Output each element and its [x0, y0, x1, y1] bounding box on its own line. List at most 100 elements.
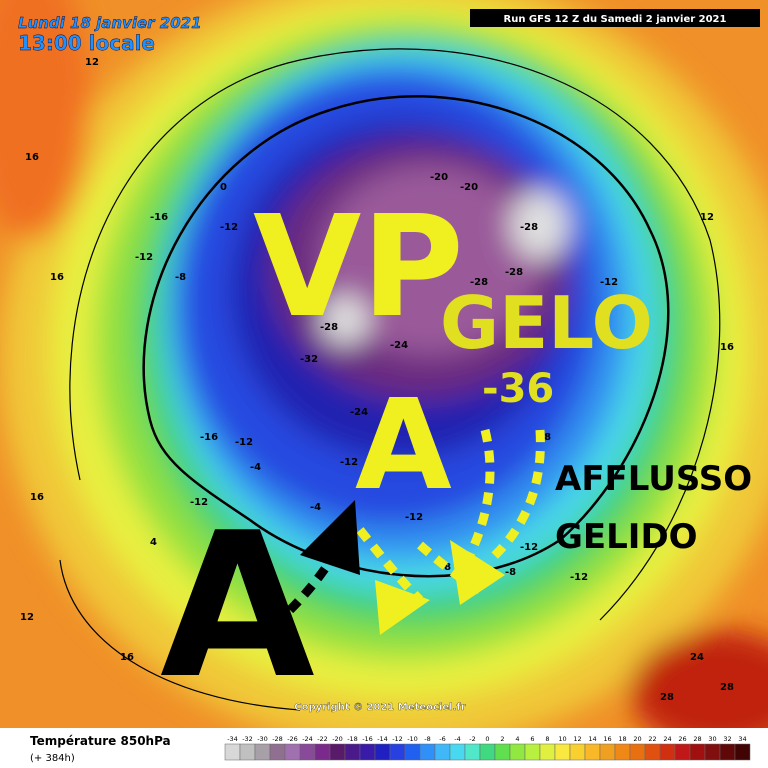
legend-swatch	[299, 743, 316, 761]
legend-tick-label: 10	[558, 735, 566, 743]
high-left-label: A	[160, 490, 315, 723]
legend-title: Température 850hPa	[30, 734, 171, 748]
legend-swatch	[419, 743, 436, 761]
contour-label: 16	[30, 492, 44, 503]
legend-swatch	[374, 743, 391, 761]
legend-swatch	[404, 743, 421, 761]
legend-tick-label: -24	[302, 735, 313, 743]
legend-tick-label: -28	[272, 735, 283, 743]
legend-swatch	[449, 743, 466, 761]
legend-swatch	[719, 743, 736, 761]
contour-label: -12	[570, 572, 588, 583]
legend-swatch	[359, 743, 376, 761]
legend-tick-label: 14	[588, 735, 596, 743]
contour-label: -24	[390, 340, 408, 351]
legend-swatch	[224, 743, 241, 761]
legend-swatch	[554, 743, 571, 761]
legend-tick-label: -18	[347, 735, 358, 743]
legend-tick-label: -4	[454, 735, 460, 743]
contour-label: -28	[470, 277, 488, 288]
temperature-field	[0, 0, 768, 750]
legend-tick-label: 2	[500, 735, 504, 743]
legend-tick-label: 18	[618, 735, 626, 743]
legend-swatch	[539, 743, 556, 761]
contour-label: -28	[320, 322, 338, 333]
contour-label: -16	[150, 212, 168, 223]
legend-swatch	[494, 743, 511, 761]
legend-swatch	[254, 743, 271, 761]
legend-swatch	[389, 743, 406, 761]
legend-swatch	[479, 743, 496, 761]
contour-label: -16	[200, 432, 218, 443]
legend-swatch	[239, 743, 256, 761]
legend-swatch	[344, 743, 361, 761]
frost-label: GELO	[440, 281, 653, 365]
legend-swatch	[599, 743, 616, 761]
legend-tick-label: -6	[439, 735, 445, 743]
legend-tick-label: -32	[242, 735, 253, 743]
contour-label: 24	[690, 652, 704, 663]
contour-label: 16	[50, 272, 64, 283]
legend-swatch	[674, 743, 691, 761]
contour-label: -12	[190, 497, 208, 508]
legend-tick-label: -8	[424, 735, 430, 743]
frost-value: -36	[482, 366, 554, 412]
forecast-time: 13:00 locale	[18, 31, 155, 55]
legend-swatch	[269, 743, 286, 761]
contour-label: -8	[440, 562, 451, 573]
legend-tick-label: 26	[678, 735, 686, 743]
forecast-date: Lundi 18 janvier 2021	[18, 14, 202, 32]
contour-label: 28	[660, 692, 674, 703]
legend-tick-label: -34	[227, 735, 238, 743]
copyright: Copyright © 2021 Meteociel.fr	[294, 702, 465, 713]
contour-label: -12	[135, 252, 153, 263]
legend-tick-label: -20	[332, 735, 343, 743]
legend-swatch	[614, 743, 631, 761]
contour-label: 28	[720, 682, 734, 693]
legend-swatch	[734, 743, 751, 761]
contour-label: -12	[235, 437, 253, 448]
legend-tick-label: -16	[362, 735, 373, 743]
legend-tick-label: -12	[392, 735, 403, 743]
contour-label: -4	[310, 502, 321, 513]
legend-tick-label: 24	[663, 735, 671, 743]
contour-label: -12	[600, 277, 618, 288]
legend-tick-label: 28	[693, 735, 701, 743]
legend-tick-label: -30	[257, 735, 268, 743]
legend-tick-label: 16	[603, 735, 611, 743]
legend-tick-label: 32	[723, 735, 731, 743]
legend-tick-label: -2	[469, 735, 475, 743]
contour-label: -8	[505, 567, 516, 578]
contour-label: -28	[505, 267, 523, 278]
contour-label: -12	[405, 512, 423, 523]
contour-label: 0	[220, 182, 227, 193]
legend-swatch	[629, 743, 646, 761]
legend-tick-label: -14	[377, 735, 388, 743]
legend-swatch	[509, 743, 526, 761]
contour-label: -8	[540, 432, 551, 443]
legend-tick-label: -26	[287, 735, 298, 743]
annotations: VP GELO -36 A A AFFLUSSO GELIDO	[160, 186, 752, 723]
inflow-label: AFFLUSSO	[555, 459, 752, 499]
contour-label: 16	[720, 342, 734, 353]
overlay-arrows	[286, 428, 545, 635]
legend-tick-label: 12	[573, 735, 581, 743]
contour-label: -24	[350, 407, 368, 418]
contour-label: -20	[430, 172, 448, 183]
legend-subtitle: (+ 384h)	[30, 753, 75, 764]
high-center-label: A	[355, 373, 452, 518]
contour-label: -12	[340, 457, 358, 468]
legend-swatch	[524, 743, 541, 761]
legend-tick-label: 4	[515, 735, 519, 743]
contour-label: -32	[300, 354, 318, 365]
legend-tick-label: -10	[407, 735, 418, 743]
contour-label: -12	[220, 222, 238, 233]
legend-tick-label: 30	[708, 735, 716, 743]
contour-label: -12	[520, 542, 538, 553]
run-box	[470, 9, 760, 27]
contour-label: 12	[700, 212, 714, 223]
legend-swatch	[584, 743, 601, 761]
contour-label: 16	[120, 652, 134, 663]
legend-tick-label: -22	[317, 735, 328, 743]
